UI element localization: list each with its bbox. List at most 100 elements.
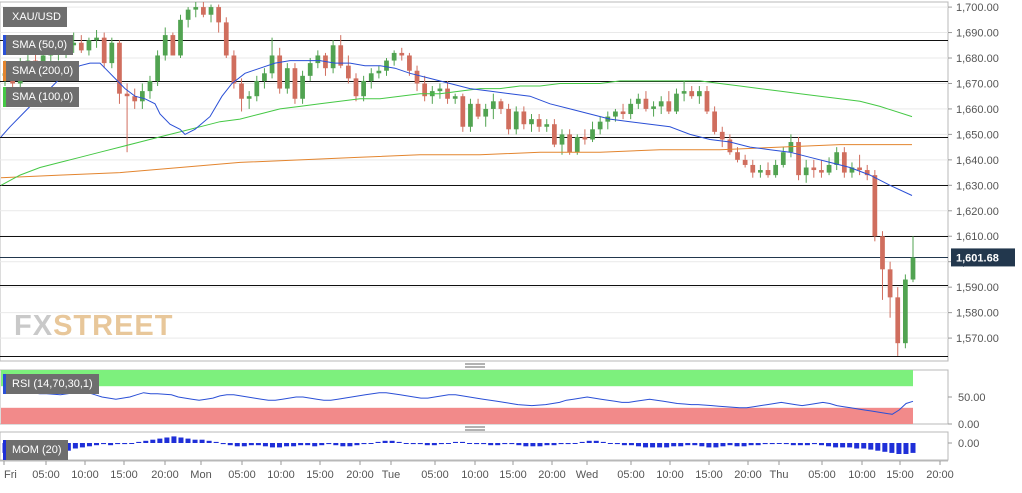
mom-y-tick-label: 0.00 (958, 438, 979, 450)
candle-down (277, 55, 283, 89)
candle-up (147, 80, 153, 92)
candle-up (376, 70, 382, 74)
candle-down (750, 164, 756, 173)
watermark-fx: FX (14, 310, 54, 342)
legend-sma200[interactable]: SMA (200,0) (3, 61, 80, 81)
candle-up (849, 167, 855, 173)
mom-bar (396, 441, 402, 443)
mom-bar (840, 443, 846, 448)
legend-symbol-swatch (3, 7, 6, 27)
x-tick-label: 15:00 (499, 469, 527, 481)
candle-up (597, 121, 603, 130)
x-tick-label: 10:00 (656, 469, 684, 481)
candle-down (620, 111, 626, 115)
mom-bar (889, 443, 895, 453)
legend-sma50[interactable]: SMA (50,0) (3, 35, 74, 55)
candle-up (178, 19, 183, 56)
y-tick-label: 1,580.00 (956, 308, 999, 320)
mom-bar (579, 441, 585, 443)
mom-bar (157, 438, 163, 443)
legend-sma200-swatch (3, 61, 6, 81)
x-tick-label: 10:00 (71, 469, 99, 481)
y-tick-label: 1,670.00 (956, 78, 999, 90)
x-tick-label: 05:00 (617, 469, 645, 481)
legend-symbol-label: XAU/USD (12, 11, 61, 23)
x-tick-label: 05:00 (228, 469, 256, 481)
candle-up (193, 7, 199, 10)
mom-bar (171, 436, 177, 443)
mom-bar (797, 443, 803, 446)
candle-up (544, 124, 550, 127)
mom-bar (572, 443, 578, 444)
candle-down (407, 55, 412, 71)
candle-up (628, 103, 634, 115)
mom-bar (481, 443, 487, 445)
legend-symbol[interactable]: XAU/USD (3, 7, 67, 27)
mom-bar (150, 439, 156, 443)
mom-bar (284, 443, 290, 447)
mom-bar (101, 443, 107, 445)
last-price-label: 1,601.68 (956, 252, 999, 264)
mom-bar (354, 443, 360, 446)
candle-up (139, 91, 145, 102)
legend-mom[interactable]: MOM (20) (3, 440, 68, 460)
mom-bar (833, 443, 839, 448)
y-tick-label: 1,610.00 (956, 231, 999, 243)
mom-bar (502, 443, 508, 445)
mom-bar (403, 443, 409, 444)
candle-down (857, 167, 862, 171)
mom-bar (734, 443, 740, 447)
mom-bar (607, 443, 613, 444)
mom-bar (65, 443, 71, 451)
candle-down (727, 139, 733, 153)
x-tick-label: Wed (576, 469, 598, 481)
mom-bar (643, 443, 649, 448)
y-tick-label: 1,620.00 (956, 206, 999, 218)
mom-bar (875, 443, 881, 451)
candle-up (384, 60, 389, 71)
legend-sma100[interactable]: SMA (100,0) (3, 87, 80, 107)
legend-rsi[interactable]: RSI (14,70,30,1) (3, 374, 99, 394)
candle-down (78, 42, 84, 51)
x-tick-label: 10:00 (461, 469, 489, 481)
candle-down (414, 70, 420, 84)
x-tick-label: 05:00 (421, 469, 449, 481)
candle-up (674, 93, 679, 112)
mom-bar (234, 443, 240, 447)
mom-bar (298, 443, 304, 446)
fxstreet-watermark: FXSTREET (14, 310, 173, 343)
mom-bar (530, 443, 536, 447)
candle-up (613, 111, 618, 117)
candle-down (101, 37, 107, 64)
candle-down (887, 269, 893, 298)
candle-up (773, 164, 779, 176)
mom-bar (424, 443, 430, 446)
mom-bar (593, 440, 599, 443)
x-tick-label: Tue (382, 469, 401, 481)
candle-up (315, 55, 321, 64)
x-tick-label: 05:00 (32, 469, 60, 481)
mom-bar (678, 443, 684, 447)
mom-bar (178, 437, 184, 443)
legend-sma100-swatch (3, 87, 6, 107)
rsi-y-tick-label: 0.00 (958, 419, 979, 431)
candle-up (468, 103, 473, 127)
mom-bar (790, 443, 796, 446)
mom-bar (650, 443, 656, 448)
candle-up (826, 164, 832, 173)
candle-down (742, 159, 748, 165)
mom-bar (206, 440, 212, 443)
candle-up (529, 119, 534, 125)
candle-down (735, 152, 740, 160)
mom-bar (277, 443, 283, 448)
mom-bar (811, 443, 817, 445)
candle-up (834, 152, 840, 165)
mom-bar (621, 443, 627, 446)
mom-bar (86, 443, 92, 447)
candle-up (162, 35, 168, 56)
candle-up (284, 68, 290, 89)
mom-bar (614, 443, 620, 445)
candle-down (239, 83, 244, 99)
mom-bar (544, 443, 550, 446)
